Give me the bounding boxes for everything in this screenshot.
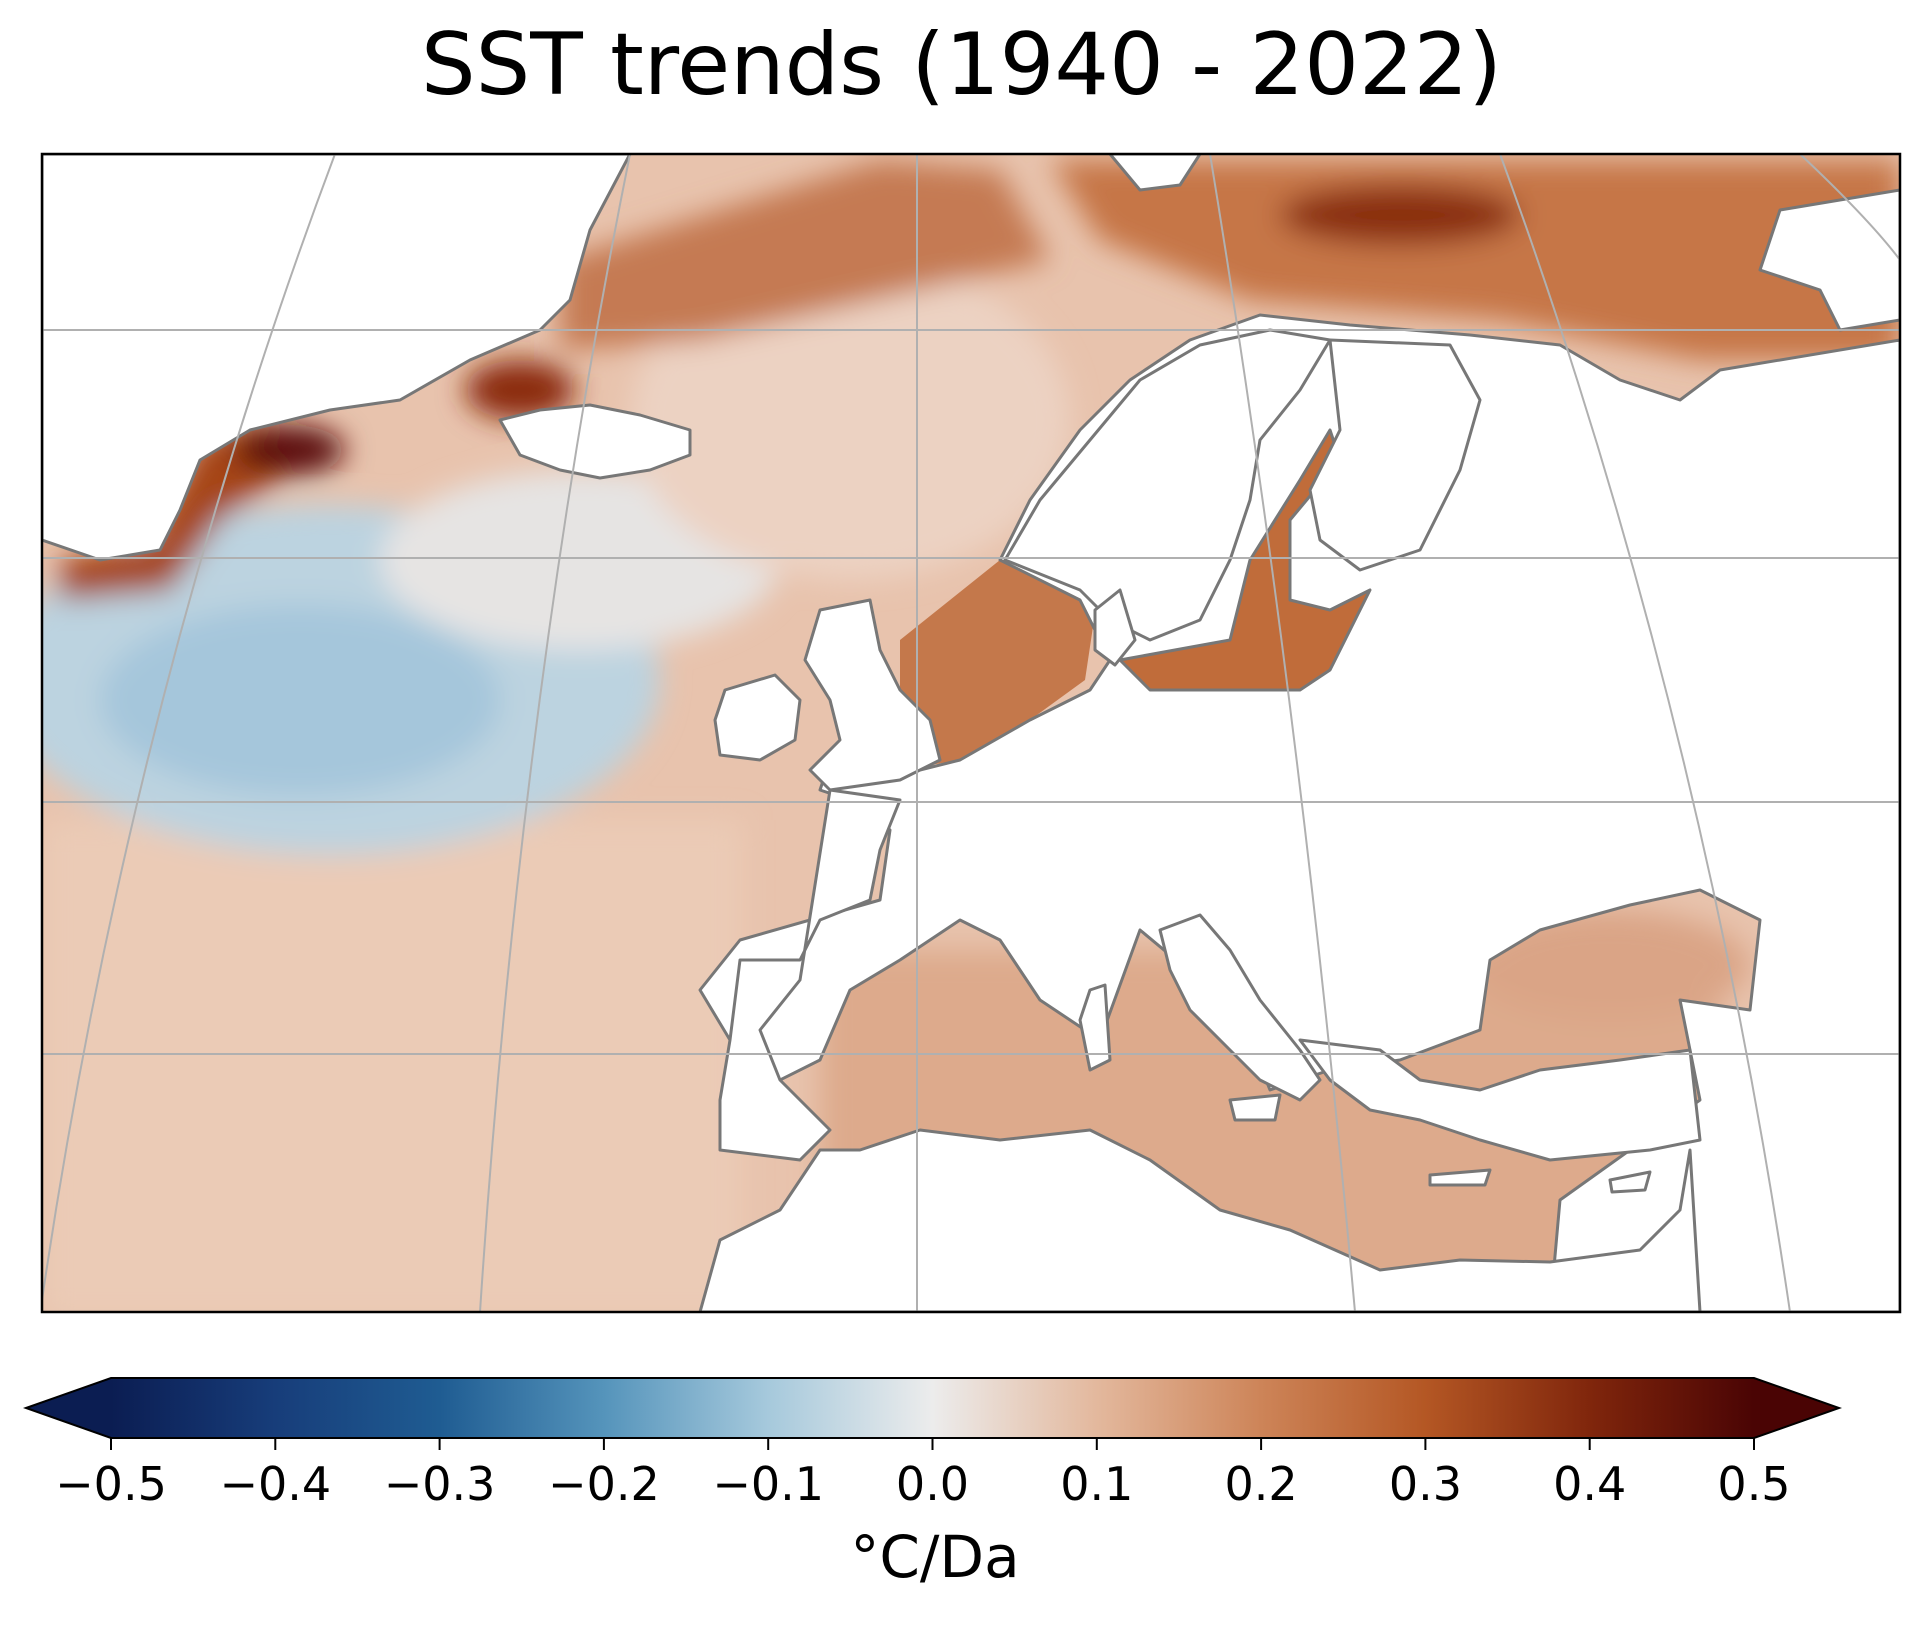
barents-hotspot [1280,185,1520,245]
map-panel [42,154,1900,1312]
colorbar-tick-label: 0.0 [896,1457,969,1511]
great-britain [803,598,942,792]
finland [1308,338,1482,572]
chart-title: SST trends (1940 - 2022) [421,15,1502,115]
land-masses [42,154,1900,1312]
colorbar-body [111,1378,1754,1438]
ireland [713,673,802,762]
greenland-sea-band [560,160,1050,350]
norwegian-sea-field [630,260,1070,580]
colorbar-tick-label: 0.2 [1225,1457,1298,1511]
colorbar-tick-label: −0.3 [384,1457,496,1511]
colorbar-tick-label: −0.5 [55,1457,167,1511]
colorbar: −0.5 −0.4 −0.3 −0.2 −0.1 0.0 0.1 0.2 0.3 0.4 0.5 [22,1377,1843,1511]
scandinavia-and-eastern-europe [698,313,1900,1312]
meridian-line [1799,154,1900,261]
colorbar-tick-label: 0.3 [1389,1457,1462,1511]
colorbar-ticks: −0.5 −0.4 −0.3 −0.2 −0.1 0.0 0.1 0.2 0.3 0.4 0.5 [55,1438,1791,1511]
colorbar-extend-max [1754,1378,1839,1438]
north-africa [698,1128,1702,1312]
colorbar-tick-label: 0.1 [1060,1457,1133,1511]
sicily [1228,1093,1282,1122]
meridian-line [479,154,631,1312]
meridian-line [1209,154,1356,1312]
baltic-water-cut [1118,428,1372,692]
colorbar-tick-label: −0.4 [219,1457,331,1511]
meridian-line [1499,154,1791,1312]
colorbar-extend-min [26,1378,111,1438]
crete [1428,1168,1492,1187]
colorbar-tick-label: −0.1 [712,1457,824,1511]
black-sea-field [1470,910,1750,1020]
meridian-line [42,154,336,1301]
denmark [1093,588,1137,667]
labrador-hotspot [235,425,345,475]
cyprus [1608,1170,1652,1194]
balkans-anatolia [1298,1038,1702,1162]
greenland [42,154,632,562]
north-sea-field [900,560,1100,770]
colorbar-tick-label: 0.5 [1717,1457,1790,1511]
subtropical-atlantic-field [42,820,742,1312]
denmark-strait-hotspot [465,360,575,420]
svalbard [1108,154,1202,192]
sardinia-corsica [1078,983,1112,1072]
colorbar-label: °C/Da [850,1523,1020,1591]
colorbar-tick-label: 0.4 [1553,1457,1626,1511]
map-frame [40,152,1902,1314]
colorbar-tick-label: −0.2 [548,1457,660,1511]
graticule [42,154,1900,1312]
iceland [498,403,692,480]
barents-sea-field [1050,160,1900,360]
subpolar-gyre-core [100,605,500,795]
